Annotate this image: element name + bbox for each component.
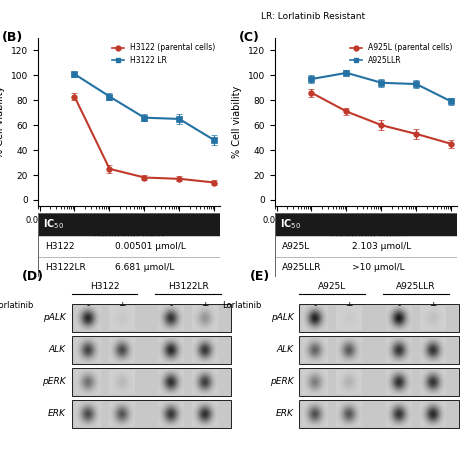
Legend: A925L (parental cells), A925LLR: A925L (parental cells), A925LLR (348, 42, 454, 67)
Text: -: - (86, 301, 89, 310)
Text: 6.681 μmol/L: 6.681 μmol/L (115, 263, 174, 272)
Bar (299, 336, 458, 364)
Text: H3122: H3122 (45, 242, 75, 251)
X-axis label: Lorlatinib (μM): Lorlatinib (μM) (330, 230, 402, 240)
Text: -: - (314, 301, 317, 310)
Text: (E): (E) (249, 270, 270, 283)
Text: H3122LR: H3122LR (45, 263, 86, 272)
Bar (38, 236, 220, 257)
Text: ALK: ALK (276, 346, 293, 355)
Text: pALK: pALK (271, 313, 293, 322)
Text: (B): (B) (1, 31, 23, 44)
Text: A925L: A925L (282, 242, 310, 251)
Bar (275, 236, 457, 257)
Text: 2.103 μmol/L: 2.103 μmol/L (352, 242, 411, 251)
Text: Lorlatinib: Lorlatinib (222, 301, 262, 310)
Text: Lorlatinib: Lorlatinib (0, 301, 34, 310)
Bar (38, 213, 220, 236)
Text: 0.00501 μmol/L: 0.00501 μmol/L (115, 242, 185, 251)
Bar (275, 213, 457, 236)
Y-axis label: % Cell viability: % Cell viability (0, 86, 5, 158)
Text: H3122: H3122 (90, 282, 119, 291)
Text: (D): (D) (22, 270, 44, 283)
Text: IC$_{50}$: IC$_{50}$ (44, 218, 64, 231)
Text: LR: Lorlatinib Resistant: LR: Lorlatinib Resistant (261, 12, 365, 21)
Text: ERK: ERK (275, 410, 293, 419)
Bar (299, 304, 458, 332)
Bar (38, 257, 220, 277)
X-axis label: Lorlatinib (μM): Lorlatinib (μM) (93, 230, 165, 240)
Bar (72, 304, 231, 332)
Text: ERK: ERK (48, 410, 66, 419)
Text: pERK: pERK (270, 377, 293, 386)
Text: >10 μmol/L: >10 μmol/L (352, 263, 404, 272)
Bar (72, 336, 231, 364)
Text: A925L: A925L (318, 282, 346, 291)
Text: -: - (170, 301, 173, 310)
Bar (299, 400, 458, 428)
Text: ALK: ALK (49, 346, 66, 355)
Y-axis label: % Cell viability: % Cell viability (232, 86, 242, 158)
Text: +: + (118, 301, 125, 310)
Text: (C): (C) (238, 31, 259, 44)
Text: +: + (201, 301, 209, 310)
Legend: H3122 (parental cells), H3122 LR: H3122 (parental cells), H3122 LR (111, 42, 217, 67)
Bar (72, 400, 231, 428)
Bar (275, 257, 457, 277)
Text: -: - (397, 301, 401, 310)
Bar (299, 368, 458, 396)
Text: +: + (345, 301, 353, 310)
Text: IC$_{50}$: IC$_{50}$ (281, 218, 301, 231)
Text: A925LLR: A925LLR (396, 282, 436, 291)
Text: pALK: pALK (43, 313, 66, 322)
Text: A925LLR: A925LLR (282, 263, 322, 272)
Text: +: + (429, 301, 437, 310)
Text: H3122LR: H3122LR (168, 282, 209, 291)
Text: pERK: pERK (42, 377, 66, 386)
Bar (72, 368, 231, 396)
